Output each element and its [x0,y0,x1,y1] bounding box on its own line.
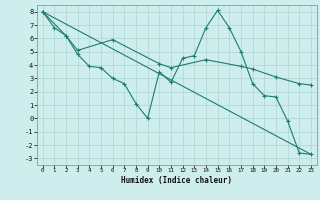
X-axis label: Humidex (Indice chaleur): Humidex (Indice chaleur) [121,176,232,185]
